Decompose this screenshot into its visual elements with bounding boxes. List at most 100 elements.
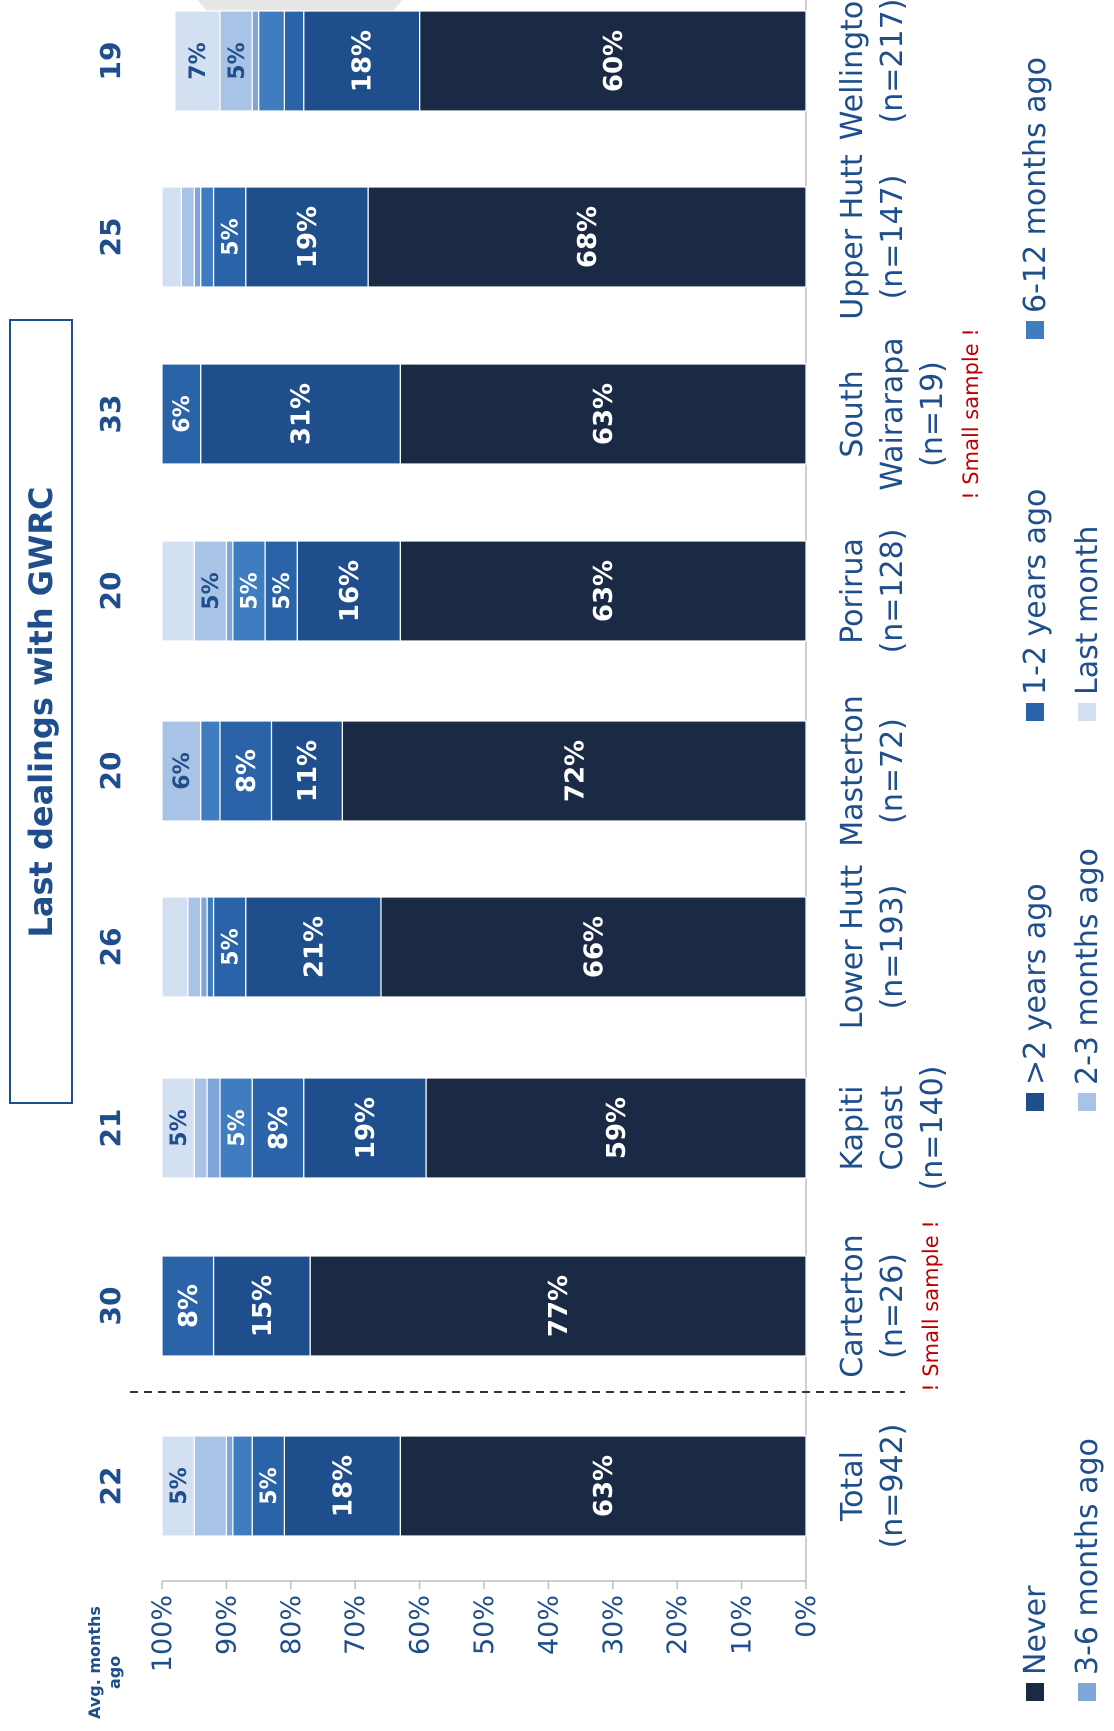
chart-title: Last dealings with GWRC (22, 487, 60, 938)
bar-segment (193, 1077, 208, 1179)
bar-segment (193, 186, 202, 288)
y-tick-label: 0% (791, 1595, 822, 1638)
avg-months-label-line2: ago (105, 1656, 124, 1689)
avg-months-value: 22 (94, 1467, 127, 1506)
y-tick-label: 80% (276, 1595, 307, 1655)
bar-value-label: 15% (248, 1275, 278, 1337)
legend: Never >2 years ago 1-2 years ago 6-12 month… (1018, 57, 1105, 1701)
category-n-label: (n=26) (875, 1253, 910, 1359)
legend-swatch (1026, 1683, 1044, 1701)
rotated-chart-group: Last dealings with GWRC Avg. months ago … (9, 0, 1105, 1719)
bar-value-label: 8% (232, 749, 262, 793)
bar-value-label: 5% (225, 1109, 250, 1146)
category-label: Porirua (835, 538, 870, 644)
legend-swatch (1078, 703, 1096, 721)
bar-value-label: 5% (257, 1467, 282, 1504)
category-label: Kapiti (835, 1085, 870, 1170)
category-n-label: (n=193) (875, 885, 910, 1010)
bar-value-label: 63% (589, 383, 619, 445)
y-tick-label: 40% (533, 1595, 564, 1655)
bar-segment (206, 1077, 221, 1179)
bar-value-label: 19% (351, 1097, 381, 1159)
category-label: Masterton (835, 695, 870, 847)
y-tick-label: 60% (405, 1595, 436, 1655)
bar-value-label: 5% (199, 572, 224, 609)
category-label: Total (835, 1451, 870, 1522)
bar-value-label: 72% (560, 740, 590, 802)
legend-swatch (1026, 1093, 1044, 1111)
bar-value-label: 5% (270, 572, 295, 609)
avg-months-label-line1: Avg. months (85, 1606, 104, 1719)
legend-swatch (1026, 321, 1044, 339)
bar-segment (161, 1255, 215, 1357)
bar-value-label: 31% (287, 383, 317, 445)
legend-label: 6-12 months ago (1018, 57, 1053, 313)
y-axis: 100% 90% 80% 70% 60% 50% 40% 30% 20% 10% 0% (147, 0, 822, 1672)
avg-months-value: 26 (94, 928, 127, 967)
bar-value-label: 21% (299, 916, 329, 978)
bar-value-label: 77% (544, 1275, 574, 1337)
category-label: Upper Hutt (835, 154, 870, 320)
bar-segment (161, 1077, 195, 1179)
bar-value-label: 11% (293, 740, 323, 802)
bar-value-label: 19% (293, 206, 323, 268)
legend-label: 3-6 months ago (1070, 1438, 1105, 1675)
bar-segment (251, 10, 260, 112)
bar-segment (161, 1435, 195, 1537)
bar-value-label: 5% (225, 42, 250, 79)
bar-value-label: 18% (348, 30, 378, 92)
title-box (9, 319, 73, 1104)
category-n-label: (n=140) (915, 1066, 950, 1191)
category-n-label: (n=217) (875, 0, 910, 123)
bar-segment (161, 540, 195, 642)
bar-segment (225, 540, 234, 642)
bar-value-label: 8% (264, 1106, 294, 1150)
avg-months-value: 25 (94, 218, 127, 257)
bar-segment (193, 1435, 227, 1537)
bar-value-label: 66% (580, 916, 610, 978)
avg-months-value: 30 (94, 1287, 127, 1326)
bar-series: 63%18%5%5%2277%15%8%3059%19%8%5%5%2166%2… (94, 10, 807, 1537)
avg-months-value: 19 (94, 42, 127, 81)
bar-segment (174, 10, 221, 112)
bar-value-label: 63% (589, 560, 619, 622)
category-label: Wellington (835, 0, 870, 140)
category-label: Lower Hutt (835, 865, 870, 1030)
legend-label: 1-2 years ago (1018, 489, 1053, 695)
category-label: Carterton (835, 1234, 870, 1377)
bar-value-label: 6% (170, 395, 195, 432)
avg-months-value: 33 (94, 395, 127, 434)
category-n-label: (n=128) (875, 529, 910, 654)
bar-value-label: 8% (174, 1284, 204, 1328)
legend-swatch (1026, 703, 1044, 721)
bar-segment (180, 186, 195, 288)
bar-segment (258, 10, 285, 112)
y-tick-label: 10% (727, 1595, 758, 1655)
bar-value-label: 7% (186, 42, 211, 79)
category-label: South (835, 370, 870, 457)
bar-segment (200, 896, 208, 998)
y-tick-label: 20% (662, 1595, 693, 1655)
bar-value-label: 5% (218, 928, 243, 965)
category-n-label: (n=147) (875, 175, 910, 300)
category-n-label: (n=72) (875, 718, 910, 824)
bar-segment (200, 186, 215, 288)
bar-value-label: 5% (238, 572, 263, 609)
category-label: Coast (875, 1085, 910, 1170)
avg-months-label: Avg. months ago (85, 1600, 124, 1719)
bar-value-label: 63% (589, 1455, 619, 1517)
category-n-label: (n=942) (875, 1424, 910, 1549)
bar-segment (187, 896, 202, 998)
bar-segment (161, 363, 202, 465)
bar-value-label: 6% (170, 752, 195, 789)
bar-segment (200, 720, 221, 822)
category-labels: Total (n=942) Carterton (n=26) ! Small sampl… (835, 0, 983, 1548)
legend-label: Never (1018, 1585, 1053, 1675)
y-tick-label: 70% (340, 1595, 371, 1655)
category-n-label: (n=19) (915, 361, 950, 467)
bar-value-label: 59% (602, 1097, 632, 1159)
avg-months-value: 20 (94, 752, 127, 791)
bar-segment (283, 10, 305, 112)
y-tick-label: 50% (469, 1595, 500, 1655)
bar-value-label: 60% (599, 30, 629, 92)
